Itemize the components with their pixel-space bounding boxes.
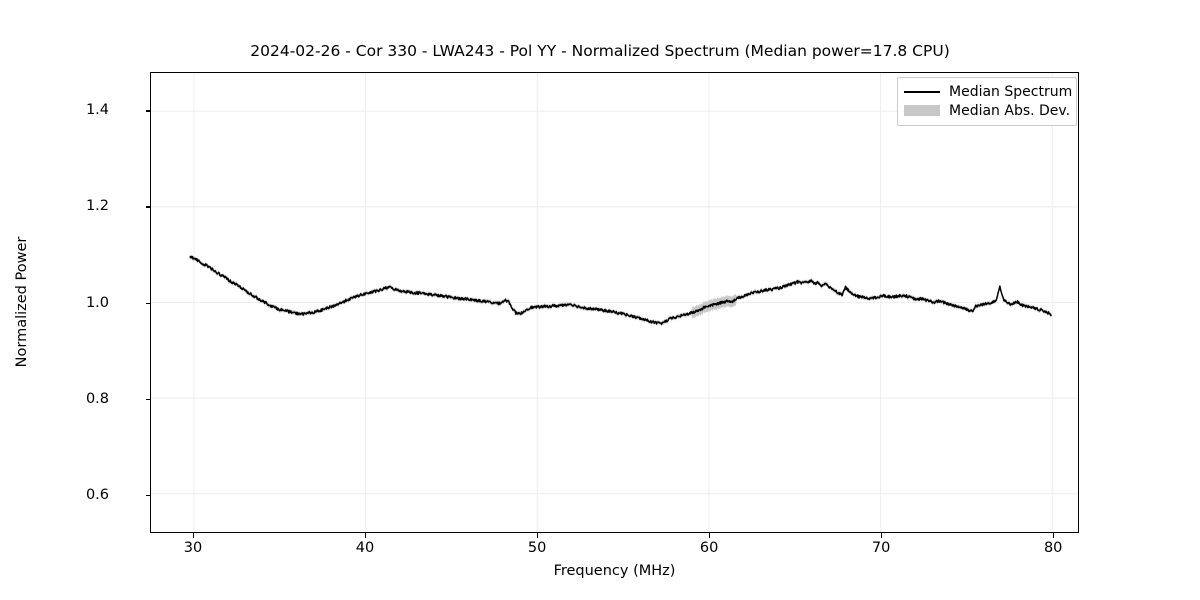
x-tick-mark (365, 533, 367, 538)
legend-label-median-spectrum: Median Spectrum (949, 83, 1073, 100)
x-axis-label: Frequency (MHz) (553, 563, 676, 579)
legend-item-median-spectrum: Median Spectrum (904, 82, 1073, 101)
legend: Median Spectrum Median Abs. Dev. (897, 77, 1077, 126)
x-tick-label: 50 (527, 540, 547, 556)
x-tick-mark (1053, 533, 1055, 538)
legend-patch-swatch-icon (904, 104, 940, 117)
page-title: 2024-02-26 - Cor 330 - LWA243 - Pol YY -… (250, 42, 950, 60)
y-tick-mark (146, 398, 151, 400)
x-tick-mark (193, 533, 195, 538)
plot-axes (150, 72, 1079, 533)
legend-line-swatch-icon (904, 85, 940, 98)
x-tick-mark (537, 533, 539, 538)
spectrum-plot-svg (151, 73, 1078, 532)
x-tick-label: 60 (699, 540, 719, 556)
y-tick-mark (146, 302, 151, 304)
y-tick-label: 1.4 (85, 102, 109, 119)
y-tick-label: 0.8 (85, 390, 109, 407)
y-tick-mark (146, 494, 151, 496)
median-abs-dev-band (189, 254, 1052, 327)
x-tick-label: 30 (183, 540, 203, 556)
grid-lines (151, 73, 1078, 532)
y-tick-label: 0.6 (85, 486, 109, 503)
y-tick-label: 1.2 (85, 198, 109, 215)
x-tick-mark (709, 533, 711, 538)
y-tick-mark (146, 206, 151, 208)
y-tick-label: 1.0 (85, 294, 109, 311)
legend-label-median-abs-dev: Median Abs. Dev. (949, 102, 1071, 119)
x-tick-mark (881, 533, 883, 538)
x-tick-label: 70 (871, 540, 891, 556)
x-tick-label: 80 (1043, 540, 1063, 556)
median-spectrum-line (190, 256, 1052, 324)
x-tick-label: 40 (355, 540, 375, 556)
y-tick-mark (146, 110, 151, 112)
legend-item-median-abs-dev: Median Abs. Dev. (904, 101, 1070, 120)
y-axis-label: Normalized Power (14, 236, 30, 368)
